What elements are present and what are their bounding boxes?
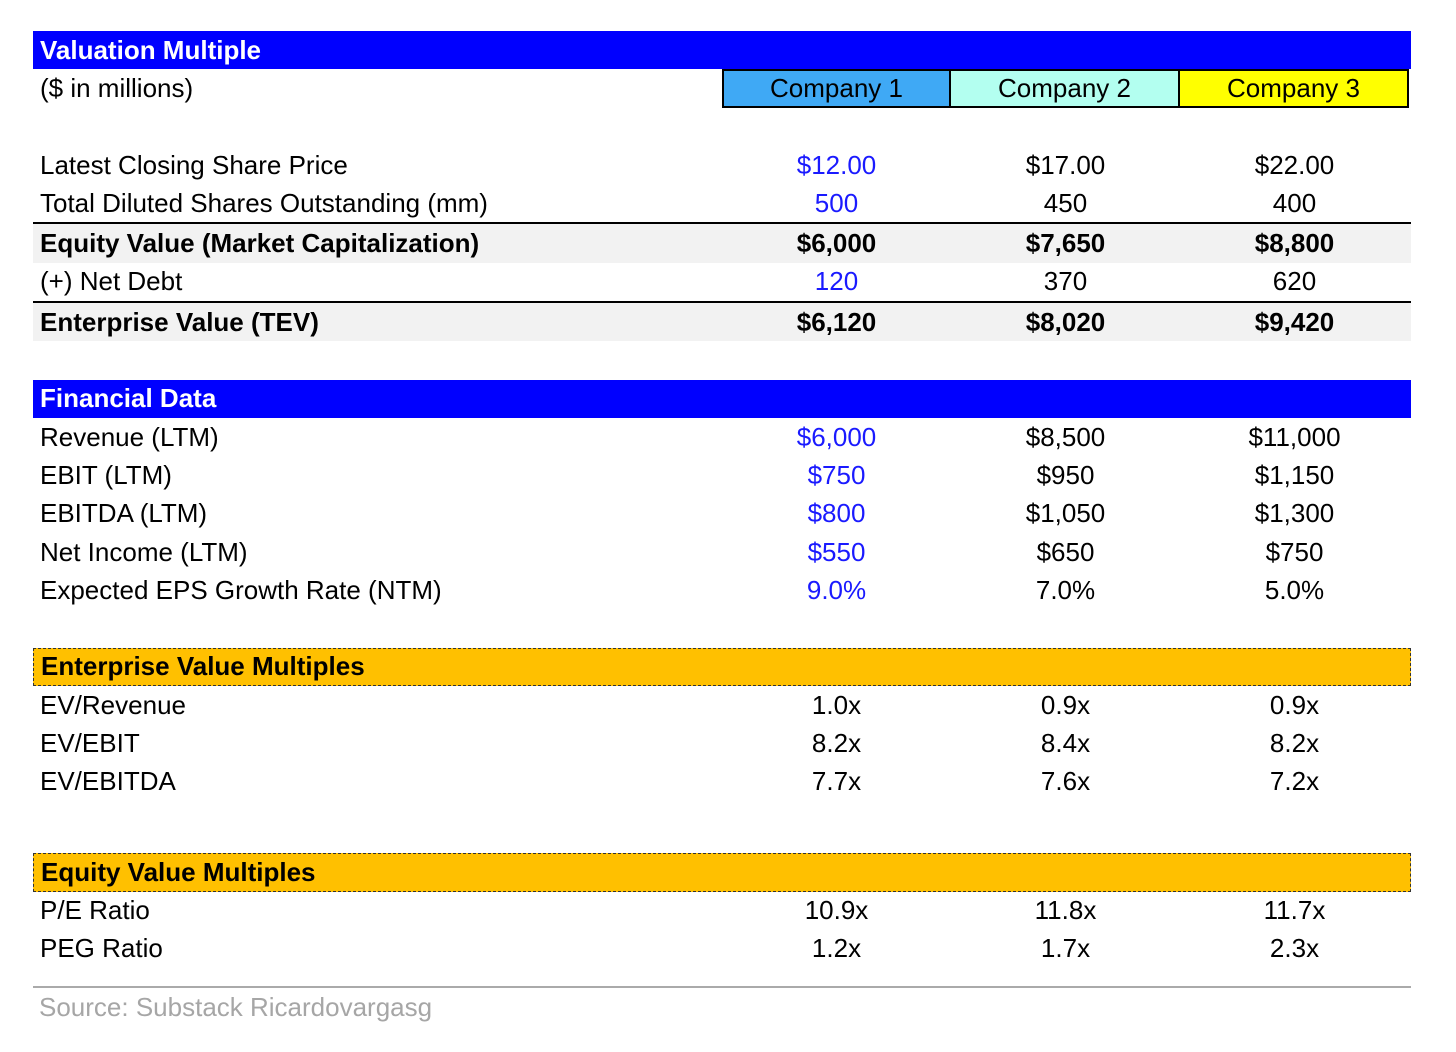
- row-label: Total Diluted Shares Outstanding (mm): [40, 187, 488, 218]
- company-1-header: Company 1: [722, 69, 951, 108]
- shares-row: Total Diluted Shares Outstanding (mm) 50…: [33, 184, 1411, 222]
- valuation-sheet: Valuation Multiple ($ in millions) Compa…: [33, 31, 1411, 968]
- cell: $6,000: [796, 421, 877, 452]
- cell: 7.7x: [811, 766, 862, 797]
- cell: 7.0%: [1035, 574, 1096, 605]
- cell: $8,800: [1254, 228, 1335, 259]
- net-income-row: Net Income (LTM) $550 $650 $750: [33, 533, 1411, 571]
- row-label: Revenue (LTM): [40, 421, 219, 452]
- cell: 400: [1272, 187, 1317, 218]
- cell: $7,650: [1025, 228, 1106, 259]
- cell: 1.7x: [1040, 933, 1091, 964]
- ev-ebitda-row: EV/EBITDA 7.7x 7.6x 7.2x: [33, 763, 1411, 801]
- cell: 1.0x: [811, 689, 862, 720]
- cell: 620: [1272, 266, 1317, 297]
- company-2-header: Company 2: [951, 69, 1180, 108]
- row-label: Expected EPS Growth Rate (NTM): [40, 574, 442, 605]
- cell: 2.3x: [1269, 933, 1320, 964]
- cell: $17.00: [1025, 149, 1106, 180]
- eps-growth-row: Expected EPS Growth Rate (NTM) 9.0% 7.0%…: [33, 571, 1411, 609]
- row-label: EV/Revenue: [40, 689, 186, 720]
- section-title: Enterprise Value Multiples: [41, 651, 365, 682]
- cell: $750: [807, 459, 866, 490]
- cell: 7.6x: [1040, 766, 1091, 797]
- row-label: Equity Value (Market Capitalization): [40, 228, 480, 259]
- cell: $550: [807, 536, 866, 567]
- cell: $1,300: [1254, 498, 1335, 529]
- pe-row: P/E Ratio 10.9x 11.8x 11.7x: [33, 892, 1411, 930]
- units-label: ($ in millions): [40, 72, 194, 103]
- cell: $11,000: [1248, 421, 1341, 452]
- cell: 8.2x: [811, 727, 862, 758]
- units-row: ($ in millions) Company 1 Company 2 Comp…: [33, 69, 1411, 108]
- net-debt-row: (+) Net Debt 120 370 620: [33, 263, 1411, 301]
- cell: 500: [814, 187, 859, 218]
- cell: 370: [1043, 266, 1088, 297]
- revenue-row: Revenue (LTM) $6,000 $8,500 $11,000: [33, 418, 1411, 456]
- row-label: EBIT (LTM): [40, 459, 172, 490]
- cell: $1,150: [1254, 459, 1335, 490]
- cell: $9,420: [1254, 306, 1335, 337]
- cell: 450: [1043, 187, 1088, 218]
- section-title: Financial Data: [40, 383, 217, 414]
- row-label: EV/EBIT: [40, 727, 140, 758]
- cell: $6,000: [796, 228, 877, 259]
- row-label: Latest Closing Share Price: [40, 149, 348, 180]
- cell: $6,120: [796, 306, 877, 337]
- cell: $22.00: [1254, 149, 1335, 180]
- ebit-row: EBIT (LTM) $750 $950 $1,150: [33, 456, 1411, 494]
- cell: $8,020: [1025, 306, 1106, 337]
- cell: $1,050: [1025, 498, 1106, 529]
- cell: 11.7x: [1263, 895, 1326, 926]
- cell: 11.8x: [1034, 895, 1097, 926]
- cell: 9.0%: [806, 574, 867, 605]
- row-label: EBITDA (LTM): [40, 498, 208, 529]
- cell: 0.9x: [1269, 689, 1320, 720]
- row-label: Enterprise Value (TEV): [40, 306, 319, 337]
- source-text: Source: Substack Ricardovargasg: [39, 992, 433, 1022]
- share-price-row: Latest Closing Share Price $12.00 $17.00…: [33, 146, 1411, 184]
- company-3-header: Company 3: [1180, 69, 1409, 108]
- cell: 7.2x: [1269, 766, 1320, 797]
- row-label: P/E Ratio: [40, 895, 150, 926]
- cell: 10.9x: [804, 895, 869, 926]
- cell: 8.2x: [1269, 727, 1320, 758]
- cell: $750: [1265, 536, 1324, 567]
- cell: $950: [1036, 459, 1095, 490]
- ev-revenue-row: EV/Revenue 1.0x 0.9x 0.9x: [33, 686, 1411, 724]
- section-header-ev-multiples: Enterprise Value Multiples: [33, 647, 1411, 687]
- cell: 120: [814, 266, 859, 297]
- source-footer: Source: Substack Ricardovargasg: [33, 986, 1411, 1023]
- cell: $12.00: [796, 149, 877, 180]
- sheet-title: Valuation Multiple: [40, 34, 262, 65]
- cell: $650: [1036, 536, 1095, 567]
- section-header-equity-multiples: Equity Value Multiples: [33, 853, 1411, 892]
- peg-row: PEG Ratio 1.2x 1.7x 2.3x: [33, 930, 1411, 968]
- ev-ebit-row: EV/EBIT 8.2x 8.4x 8.2x: [33, 724, 1411, 762]
- cell: 5.0%: [1264, 574, 1325, 605]
- section-header-valuation: Valuation Multiple: [33, 31, 1411, 70]
- cell: 0.9x: [1040, 689, 1091, 720]
- ebitda-row: EBITDA (LTM) $800 $1,050 $1,300: [33, 495, 1411, 533]
- row-label: EV/EBITDA: [40, 766, 176, 797]
- cell: $8,500: [1025, 421, 1106, 452]
- row-label: Net Income (LTM): [40, 536, 248, 567]
- row-label: (+) Net Debt: [40, 266, 183, 297]
- equity-value-row: Equity Value (Market Capitalization) $6,…: [33, 222, 1411, 263]
- row-label: PEG Ratio: [40, 933, 163, 964]
- section-header-financial: Financial Data: [33, 379, 1411, 418]
- cell: $800: [807, 498, 866, 529]
- section-title: Equity Value Multiples: [41, 856, 316, 887]
- cell: 8.4x: [1040, 727, 1091, 758]
- tev-row: Enterprise Value (TEV) $6,120 $8,020 $9,…: [33, 301, 1411, 342]
- cell: 1.2x: [811, 933, 862, 964]
